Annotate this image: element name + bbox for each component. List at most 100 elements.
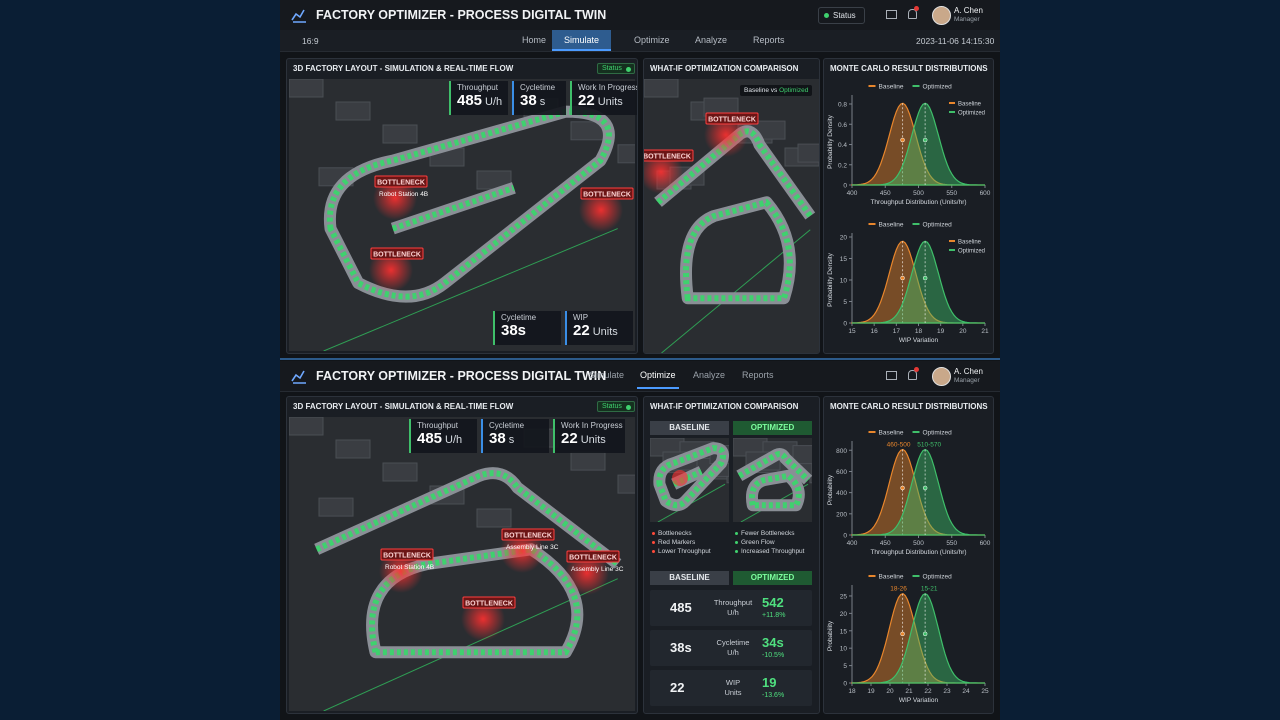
y-tick-label: 600 [836,469,847,476]
x-tick-label: 21 [905,688,913,695]
metric-name: Throughput [713,598,753,607]
y-tick-label: 25 [840,593,848,600]
bottleneck-label: BOTTLENECK [569,555,617,562]
x-tick-label: 450 [880,190,891,197]
status-dropdown[interactable]: Status [818,7,865,24]
y-tick-label: 0 [843,681,847,688]
mean-dot [922,485,928,491]
nav-tab[interactable]: Optimize [637,361,679,389]
x-tick-label: 400 [847,540,858,547]
nav-tab[interactable]: Optimize [634,35,670,45]
mean-dot [900,631,905,637]
kpi-label: Throughput [457,83,498,92]
kpi-label: WIP [573,313,589,322]
range-annotation: 510-570 [917,442,941,449]
avatar[interactable] [932,367,951,386]
building-block [382,124,418,144]
legend-label: Optimized [923,84,953,91]
bell-icon[interactable] [908,370,917,380]
note: Lower Throughput [652,548,711,555]
mean-dot [922,275,928,281]
baseline-value: 485 [670,600,692,615]
legend-label: Baseline [879,574,904,581]
nav-tab[interactable]: Simulate [589,370,625,380]
avatar[interactable] [932,6,951,25]
mail-icon[interactable] [886,371,897,380]
status-badge: Status [597,401,635,412]
optimized-value: 19 [762,675,777,690]
note: Fewer Bottlenecks [735,530,794,537]
bottleneck-label: BOTTLENECK [383,553,431,560]
nav-tab[interactable]: Reports [753,35,785,45]
building-block [289,79,324,98]
kpi-unit: Units [597,96,623,108]
kpi-unit: U/h [445,434,463,446]
kpi-unit: Units [592,326,618,338]
header: FACTORY OPTIMIZER - PROCESS DIGITAL TWIN… [280,361,1000,392]
floor-line [323,578,618,711]
nav-tab[interactable]: Simulate [552,30,612,51]
range-annotation: 460-500 [887,442,911,449]
nav-tab[interactable]: Analyze [695,35,728,45]
panel-title: WHAT-IF OPTIMIZATION COMPARISON [650,402,799,411]
app-title: FACTORY OPTIMIZER - PROCESS DIGITAL TWIN [316,369,607,383]
x-tick-label: 15 [848,328,856,335]
nav-tab[interactable]: Analyze [693,370,726,380]
monte-carlo-panel: MONTE CARLO RESULT DISTRIBUTIONS Baseline… [823,58,994,354]
range-annotation: 15-21 [921,586,938,593]
x-tick-label: 550 [946,540,957,547]
range-annotation: 18-26 [890,586,907,593]
kpi-label: Work In Progress [578,83,638,92]
building-block [335,439,371,459]
x-axis-label: Throughput Distribution (Units/hr) [870,549,966,556]
y-tick-label: 200 [836,511,847,518]
x-tick-label: 23 [943,688,951,695]
kpi-card: Work In Progress 22 Units [553,419,625,453]
bottleneck-glow [672,470,688,486]
building-block [382,462,418,482]
panel-title: WHAT-IF OPTIMIZATION COMPARISON [650,64,799,73]
kpi-label: Work In Progress [561,421,623,430]
x-tick-label: 18 [915,328,923,335]
bottleneck-tag [644,149,694,162]
legend-label: Baseline [958,102,982,108]
app: FACTORY OPTIMIZER - PROCESS DIGITAL TWIN… [280,0,1000,720]
x-axis-label: Throughput Distribution (Units/hr) [870,199,966,206]
distribution-curve [852,240,985,324]
baseline-value: 22 [670,680,685,695]
building-block [644,79,679,98]
kpi-value: 485 [417,430,443,447]
x-tick-label: 500 [913,540,924,547]
optimized-value: 34s [762,635,784,650]
datetime: 2023-11-06 14:15:30 [916,36,995,46]
kpi-value: 22 [561,430,578,447]
kpi-value: 22 [578,92,595,109]
metric-row: 22 WIP Units 19 -13.6% [650,670,812,706]
optimized-header: OPTIMIZED [733,571,812,585]
legend-label: Baseline [958,240,982,246]
x-tick-label: 500 [913,190,924,197]
legend-baseline: Baseline [744,87,769,94]
nav-tab[interactable]: Home [522,35,547,45]
y-axis-label: Probability [827,620,834,651]
kpi-value: 38s [501,322,527,339]
conveyor-flow [683,198,793,302]
x-tick-label: 16 [871,328,879,335]
nav-tab[interactable]: Reports [742,370,774,380]
baseline-header: BASELINE [650,421,729,435]
kpi-unit: Units [580,434,606,446]
bottleneck-caption: Assembly Line 3C [506,544,559,551]
x-axis-label: WIP Variation [899,337,939,344]
metric-unit: Units [724,688,742,697]
bell-icon[interactable] [908,9,917,19]
metric-name: Cycletime [716,638,750,647]
mail-icon[interactable] [886,10,897,19]
y-tick-label: 800 [836,448,847,455]
note: Increased Throughput [735,548,804,555]
kpi-unit: s [539,96,546,108]
bottleneck-caption: Robot Station 4B [379,191,428,198]
whatif-panel: WHAT-IF OPTIMIZATION COMPARISON BASELINE O… [643,396,820,714]
